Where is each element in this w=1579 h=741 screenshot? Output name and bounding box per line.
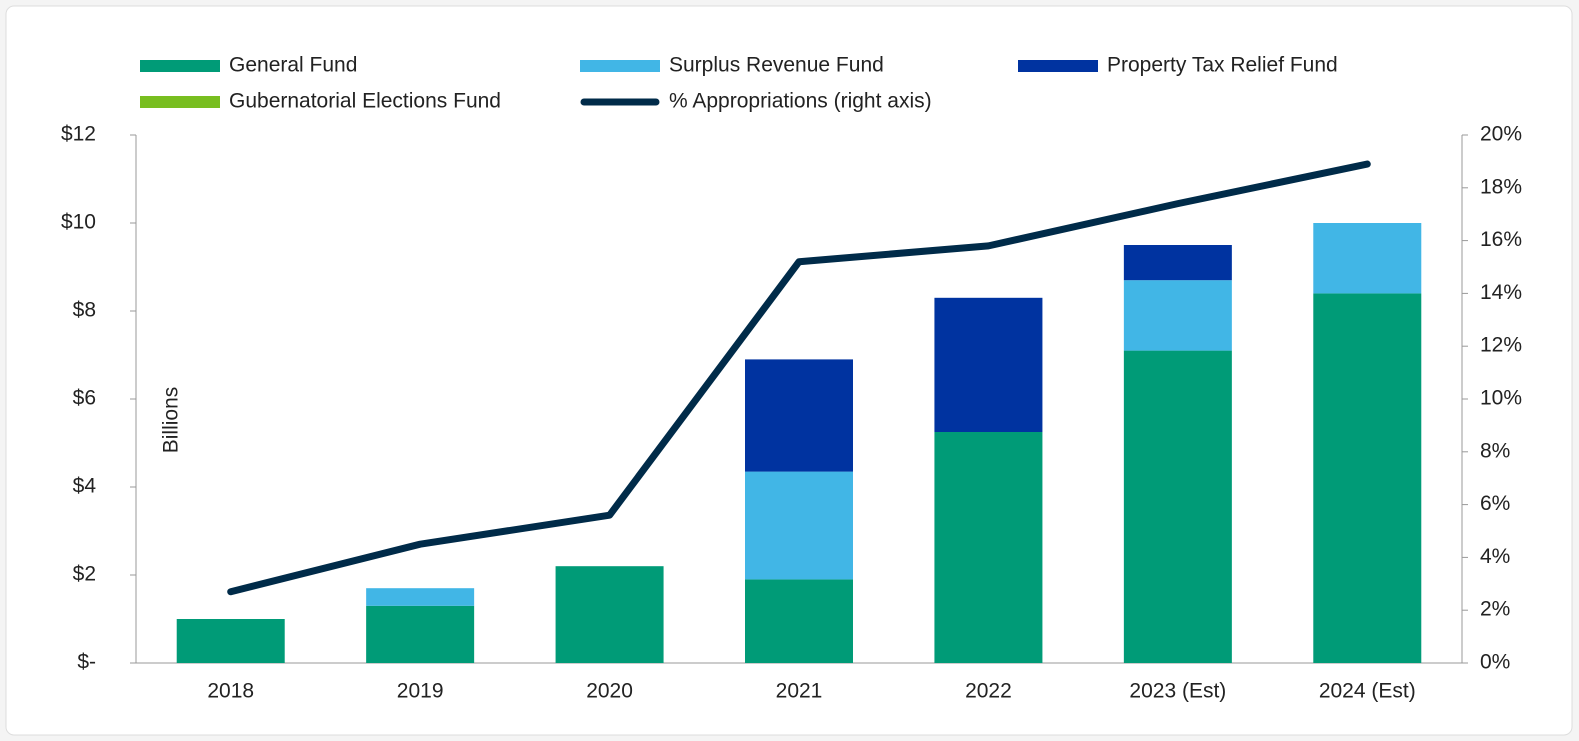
legend-swatch [140,96,220,108]
x-tick-label: 2024 (Est) [1319,680,1416,703]
bar [745,579,853,663]
bar [1123,350,1232,663]
x-tick-label: 2021 [776,680,823,703]
legend-swatch [1018,60,1098,72]
y-tick-label: $4 [73,475,97,498]
bar [1123,245,1232,281]
y2-tick-label: 16% [1480,228,1522,251]
y2-tick-label: 6% [1480,492,1510,515]
y-tick-label: $2 [73,563,96,586]
y-tick-label: $- [77,651,96,674]
y2-tick-label: 4% [1480,545,1510,568]
y-tick-label: $12 [61,123,96,146]
y2-tick-label: 10% [1480,387,1522,410]
x-tick-label: 2019 [397,680,444,703]
legend-label: Property Tax Relief Fund [1107,54,1338,77]
y2-tick-label: 18% [1480,175,1522,198]
bar [1123,280,1232,351]
bar [934,432,1043,663]
legend-label: Surplus Revenue Fund [669,54,884,77]
y2-tick-label: 12% [1480,334,1522,357]
bar [745,471,853,580]
legend-swatch [580,60,660,72]
y2-tick-label: 8% [1480,439,1510,462]
legend-label: General Fund [229,54,357,77]
y2-tick-label: 14% [1480,281,1522,304]
y2-tick-label: 2% [1480,598,1510,621]
bar [934,297,1043,432]
bar [745,359,853,472]
y-tick-label: $6 [73,387,96,410]
y2-tick-label: 0% [1480,651,1510,674]
y2-tick-label: 20% [1480,123,1522,146]
x-tick-label: 2020 [586,680,633,703]
line [227,160,1371,596]
bar [1313,293,1422,663]
legend-label: Gubernatorial Elections Fund [229,90,501,113]
bar [366,605,475,663]
bar [555,566,664,663]
y-axis-label: Billions [160,387,183,454]
y-tick-label: $8 [73,299,96,322]
bar [176,619,285,663]
legend-swatch [140,60,220,72]
x-tick-label: 2023 (Est) [1129,680,1226,703]
x-tick-label: 2018 [207,680,254,703]
x-tick-label: 2022 [965,680,1012,703]
bar [1313,223,1422,294]
y-tick-label: $10 [61,211,96,234]
legend-label: % Appropriations (right axis) [669,90,932,113]
bar [366,588,475,606]
